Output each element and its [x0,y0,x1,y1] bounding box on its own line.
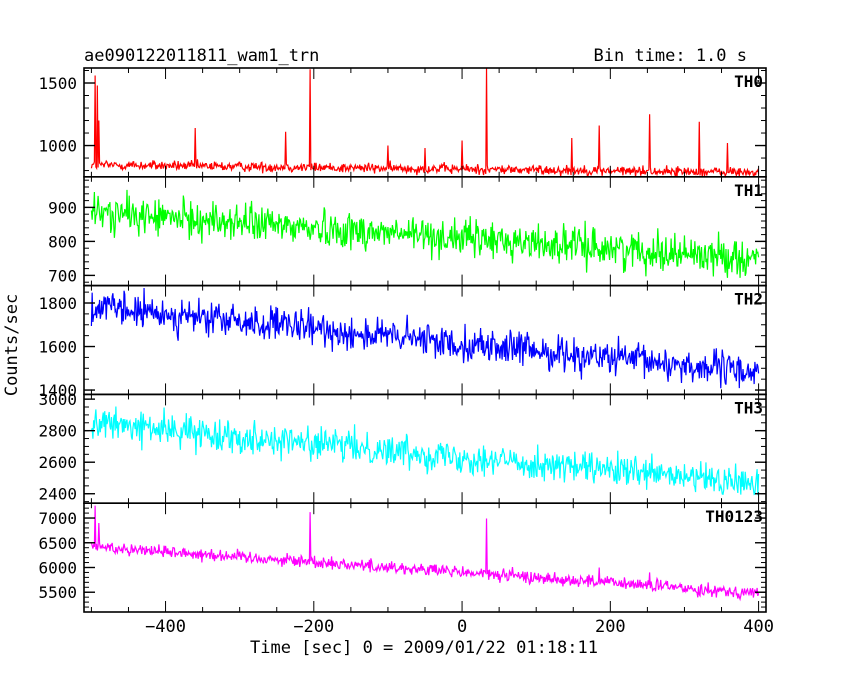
x-tick-label: 0 [457,617,467,637]
y-tick-label: 800 [48,232,77,251]
series-line-th2 [90,288,760,389]
y-tick-label: 900 [48,198,77,217]
x-tick-label: 400 [743,617,774,637]
panel-label: TH0123 [705,507,763,526]
y-tick-label: 5500 [38,583,77,602]
panel-th0123: 5500 6000 6500 7000 TH0123 [38,502,767,613]
y-tick-label: 1600 [38,338,77,357]
panel-frame [83,393,767,504]
panels-group: 1000 1500 TH0 700 800 900 TH1 1400 1600 1800 TH2 24… [38,67,767,613]
y-tick-label: 1400 [38,381,77,400]
y-tick-label: 1000 [38,137,77,156]
x-tick-label: −400 [145,617,186,637]
panel-frame [83,502,767,613]
panel-label: TH0 [734,72,763,91]
series-line-th0123 [90,505,760,602]
x-axis-label: Time [sec] 0 = 2009/01/22 01:18:11 [250,638,598,658]
y-axis-label: Counts/sec [2,294,22,396]
chart-title: ae090122011811_wam1_trn [84,46,319,66]
panel-label: TH3 [734,398,763,417]
panel-th1: 700 800 900 TH1 [48,176,767,287]
panel-th2: 1400 1600 1800 TH2 [38,284,767,400]
panel-label: TH2 [734,290,763,309]
y-tick-label: 6500 [38,534,77,553]
panel-label: TH1 [734,181,763,200]
panel-th3: 2400 2600 2800 3000 TH3 [38,390,767,504]
y-tick-label: 7000 [38,509,77,528]
y-tick-label: 1500 [38,74,77,93]
series-line-th3 [90,406,760,496]
y-tick-label: 2800 [38,422,77,441]
y-tick-label: 6000 [38,558,77,577]
bin-time-label: Bin time: 1.0 s [593,46,747,66]
y-tick-label: 700 [48,266,77,285]
panel-th0: 1000 1500 TH0 [38,67,767,179]
y-tick-label: 2400 [38,485,77,504]
y-tick-label: 2600 [38,453,77,472]
series-line-th1 [90,189,760,278]
y-tick-label: 3000 [38,390,77,409]
x-tick-label: 200 [595,617,626,637]
x-axis: −400 −200 0 200 400 [145,617,774,637]
y-tick-label: 1800 [38,294,77,313]
series-line-th0 [90,67,760,179]
x-tick-label: −200 [293,617,334,637]
